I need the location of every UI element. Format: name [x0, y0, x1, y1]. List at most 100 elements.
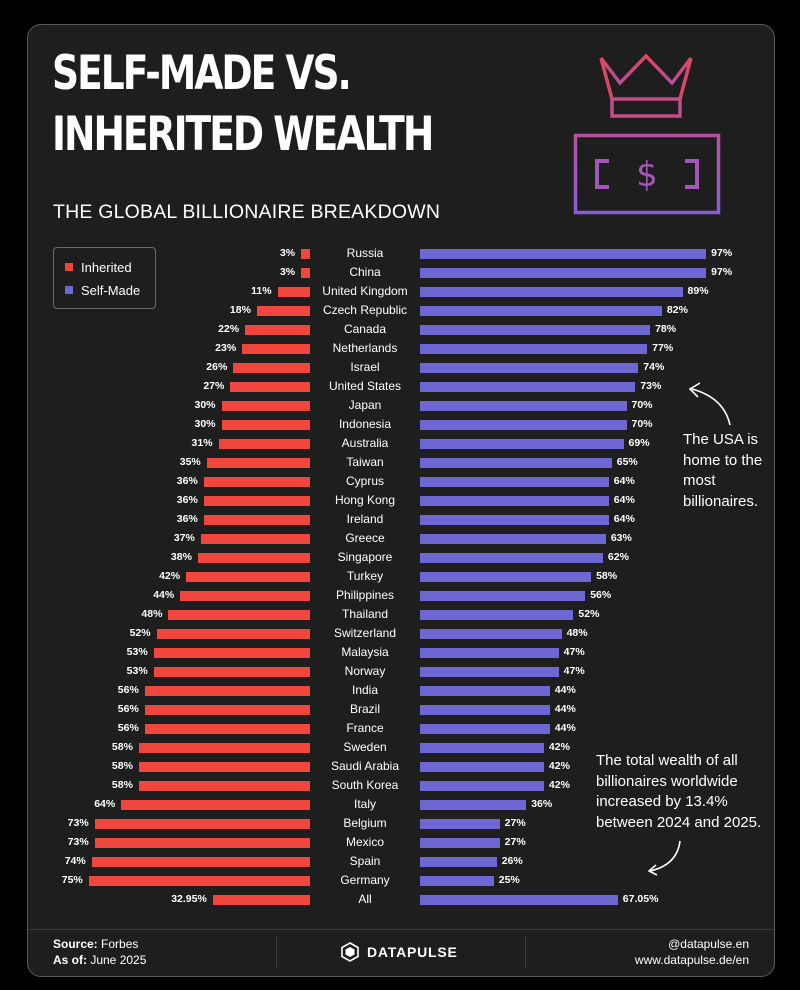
bar-self-made — [420, 458, 612, 468]
bar-inherited — [233, 363, 310, 373]
category-label: Australia — [341, 435, 389, 450]
chart-row: 37% Greece 63% — [28, 530, 774, 549]
value-label-self-made: 44% — [554, 702, 576, 715]
bar-inherited — [88, 876, 310, 886]
value-label-inherited: 52% — [129, 626, 151, 639]
value-label-inherited: 44% — [153, 588, 175, 601]
legend-swatch-self-made — [65, 286, 73, 294]
chart-row: 30% Japan 70% — [28, 397, 774, 416]
category-label: United Kingdom — [322, 283, 408, 298]
bar-inherited — [144, 724, 310, 734]
website-link[interactable]: www.datapulse.de/en — [634, 953, 749, 967]
bar-inherited — [168, 610, 310, 620]
value-label-inherited: 30% — [194, 398, 216, 411]
value-label-inherited: 42% — [159, 569, 181, 582]
source-label: Source: — [53, 937, 98, 951]
brand-name: DATAPULSE — [367, 944, 458, 960]
bar-self-made — [420, 781, 544, 791]
annotation-wealth: The total wealth of all billionaires wor… — [596, 752, 762, 831]
value-label-self-made: 97% — [711, 265, 733, 278]
value-label-self-made: 89% — [687, 284, 709, 297]
page-title: SELF-MADE VS. INHERITED WEALTH — [52, 43, 434, 165]
value-label-inherited: 22% — [218, 322, 240, 335]
legend-swatch-inherited — [65, 263, 73, 271]
category-label: Russia — [346, 245, 384, 260]
chart-row: 3% China 97% — [28, 264, 774, 283]
legend-item-self-made: Self-Made — [65, 282, 140, 298]
value-label-inherited: 18% — [229, 303, 251, 316]
category-label: Saudi Arabia — [330, 758, 400, 773]
chart-row: 58% Saudi Arabia 42% — [28, 758, 774, 777]
svg-text:$: $ — [636, 155, 658, 195]
chart-row: 52% Switzerland 48% — [28, 625, 774, 644]
value-label-inherited: 31% — [191, 436, 213, 449]
category-label: Belgium — [343, 815, 387, 830]
value-label-inherited: 26% — [206, 360, 228, 373]
bar-inherited — [242, 344, 310, 354]
chart-row: 56% France 44% — [28, 720, 774, 739]
category-label: Czech Republic — [322, 302, 408, 317]
category-label: Greece — [345, 530, 385, 545]
value-label-inherited: 38% — [170, 550, 192, 563]
value-label-self-made: 52% — [578, 607, 600, 620]
bar-inherited — [186, 572, 310, 582]
bar-self-made — [420, 420, 627, 430]
value-label-self-made: 73% — [640, 379, 662, 392]
social-handle: @datapulse.en — [668, 937, 749, 951]
infographic-card: SELF-MADE VS. INHERITED WEALTH THE GLOBA… — [27, 24, 775, 977]
value-label-inherited: 53% — [126, 645, 148, 658]
bar-self-made — [420, 401, 627, 411]
chart-row: 36% Ireland 64% — [28, 511, 774, 530]
category-label: All — [358, 891, 372, 906]
bar-inherited — [144, 705, 310, 715]
dollar-banknote-icon: $ — [573, 133, 721, 215]
category-label: Brazil — [349, 701, 380, 716]
footer-divider — [276, 936, 277, 969]
value-label-inherited: 27% — [203, 379, 225, 392]
curved-arrow-icon — [647, 840, 681, 876]
bar-self-made — [420, 534, 606, 544]
category-label: Germany — [340, 872, 390, 887]
value-label-inherited: 58% — [111, 759, 133, 772]
category-label: Italy — [353, 796, 376, 811]
category-label: Spain — [349, 853, 381, 868]
category-label: Cyprus — [345, 473, 384, 488]
bar-self-made — [420, 819, 500, 829]
category-label: Indonesia — [338, 416, 392, 431]
category-label: Singapore — [337, 549, 393, 564]
chart-row: 58% Sweden 42% — [28, 739, 774, 758]
value-label-self-made: 97% — [711, 246, 733, 259]
chart-row: 3% Russia 97% — [28, 245, 774, 264]
bar-self-made — [420, 648, 559, 658]
bar-self-made — [420, 629, 562, 639]
category-label: Turkey — [346, 568, 384, 583]
datapulse-logo-icon — [341, 942, 359, 962]
chart-row: 73% Mexico 27% — [28, 834, 774, 853]
chart-row: 75% Germany 25% — [28, 872, 774, 891]
bar-inherited — [203, 515, 310, 525]
value-label-self-made: 63% — [610, 531, 632, 544]
bar-inherited — [144, 686, 310, 696]
value-label-self-made: 69% — [628, 436, 650, 449]
bar-self-made — [420, 591, 586, 601]
crown-icon — [599, 53, 693, 118]
category-label: Israel — [350, 359, 380, 374]
legend-label-inherited: Inherited — [81, 259, 132, 275]
bar-inherited — [218, 439, 310, 449]
bar-inherited — [277, 287, 310, 297]
bar-self-made — [420, 838, 500, 848]
value-label-self-made: 47% — [563, 645, 585, 658]
category-label: France — [346, 720, 384, 735]
bar-inherited — [221, 401, 310, 411]
bar-self-made — [420, 249, 707, 259]
asof-value: June 2025 — [87, 953, 147, 967]
value-label-self-made: 42% — [548, 778, 570, 791]
value-label-inherited: 53% — [126, 664, 148, 677]
value-label-inherited: 32.95% — [171, 892, 207, 905]
diverging-bar-chart: 3% Russia 97% 3% China 97% 11% United Kingdom 89… — [28, 25, 774, 925]
chart-row: 42% Turkey 58% — [28, 568, 774, 587]
bar-inherited — [138, 762, 310, 772]
value-label-inherited: 75% — [61, 873, 83, 886]
bar-inherited — [301, 249, 310, 259]
bar-self-made — [420, 515, 609, 525]
